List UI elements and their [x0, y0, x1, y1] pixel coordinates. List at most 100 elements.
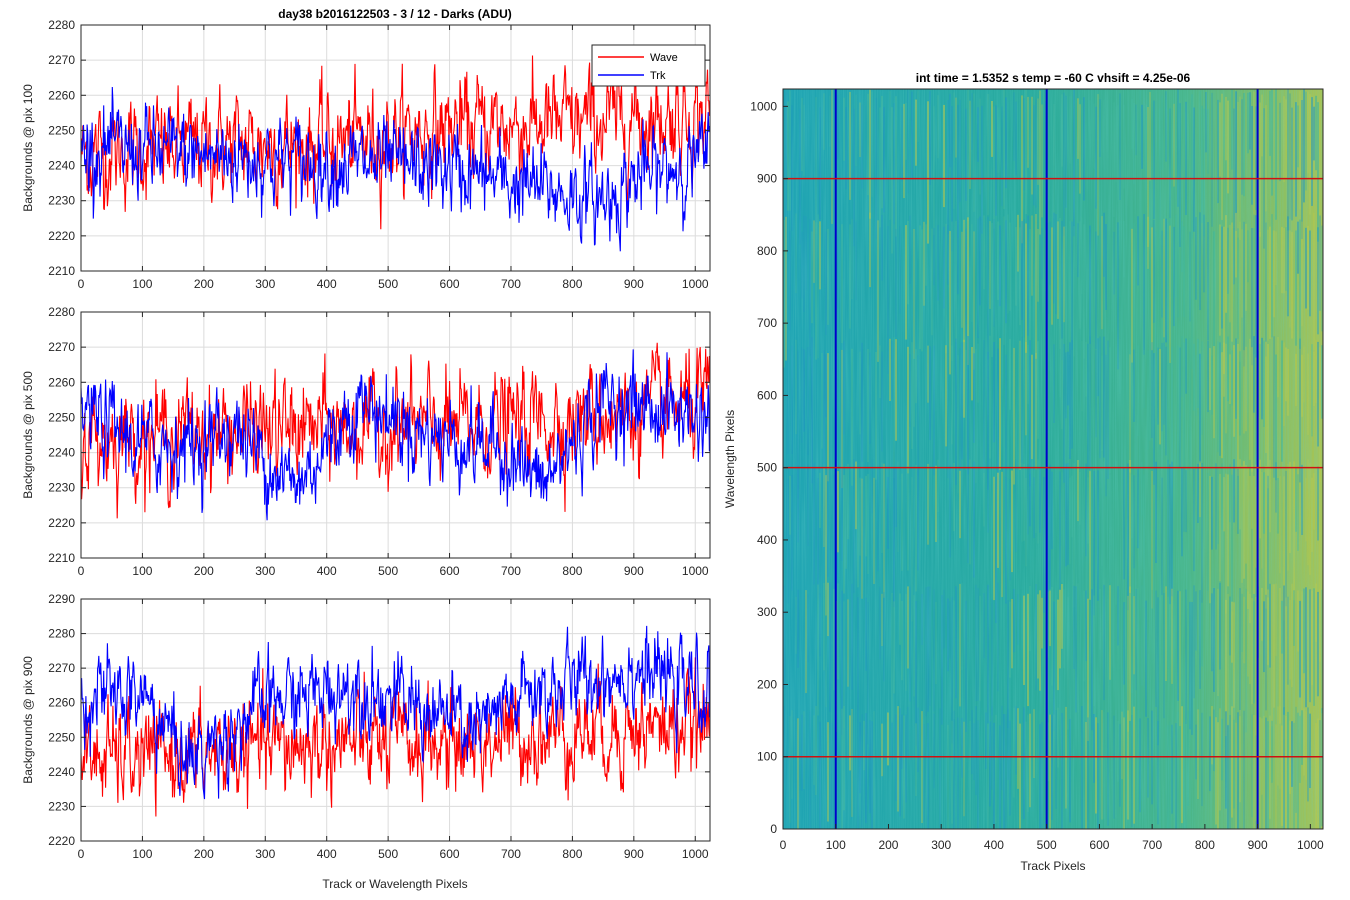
y-tick-label: 2270 [48, 340, 75, 354]
y-tick-label: 0 [770, 822, 777, 836]
plot-pix-900: Backgrounds @ pix 900 Track or Wavelengt… [21, 592, 711, 891]
x-tick-label: 900 [624, 847, 644, 861]
series-line-wave [81, 55, 710, 230]
x-tick-label: 500 [378, 564, 398, 578]
y-tick-label: 600 [757, 388, 777, 402]
x-tick-label: 700 [501, 847, 521, 861]
series-lines [81, 342, 710, 521]
y-tick-label: 400 [757, 533, 777, 547]
heatmap-title: int time = 1.5352 s temp = -60 C vhsift … [916, 71, 1191, 85]
xlabel-left: Track or Wavelength Pixels [322, 877, 467, 891]
y-tick-label: 2270 [48, 53, 75, 67]
x-tick-label: 500 [1037, 838, 1057, 852]
x-tick-label: 100 [132, 847, 152, 861]
x-tick-label: 0 [780, 838, 787, 852]
x-tick-label: 800 [562, 277, 582, 291]
y-tick-label: 300 [757, 605, 777, 619]
y-tick-label: 900 [757, 172, 777, 186]
x-tick-label: 1000 [1297, 838, 1324, 852]
legend-label-wave: Wave [650, 52, 678, 64]
figure-title: day38 b2016122503 - 3 / 12 - Darks (ADU) [278, 7, 511, 21]
axes-box [80, 311, 711, 559]
heatmap-ylabel: Wavelength Pixels [723, 410, 737, 508]
y-tick-label: 2240 [48, 159, 75, 173]
x-tick-label: 0 [78, 564, 85, 578]
x-tick-label: 300 [255, 277, 275, 291]
x-tick-label: 500 [378, 847, 398, 861]
x-tick-label: 1000 [682, 847, 709, 861]
x-tick-label: 200 [878, 838, 898, 852]
y-tick-label: 2260 [48, 88, 75, 102]
x-tick-label: 800 [1195, 838, 1215, 852]
y-tick-label: 100 [757, 750, 777, 764]
x-tick-label: 800 [562, 564, 582, 578]
series-lines [81, 625, 710, 817]
x-tick-label: 100 [132, 564, 152, 578]
y-tick-label: 2240 [48, 446, 75, 460]
series-line-trk [81, 349, 710, 521]
ylabel-pix-900: Backgrounds @ pix 900 [21, 656, 35, 784]
heatmap-xlabel: Track Pixels [1021, 859, 1086, 873]
x-tick-label: 200 [194, 847, 214, 861]
y-tick-label: 2210 [48, 551, 75, 565]
y-tick-label: 2250 [48, 123, 75, 137]
y-tick-label: 2250 [48, 730, 75, 744]
x-tick-label: 500 [378, 277, 398, 291]
legend-box [591, 44, 706, 87]
axes-box [80, 598, 711, 842]
x-tick-label: 700 [501, 564, 521, 578]
x-tick-label: 1000 [682, 564, 709, 578]
y-tick-label: 2280 [48, 305, 75, 319]
x-tick-label: 600 [440, 847, 460, 861]
x-tick-label: 700 [501, 277, 521, 291]
plot-pix-500: Backgrounds @ pix 500 0 100 200 300 400 500 60… [21, 305, 711, 578]
x-tick-label: 1000 [682, 277, 709, 291]
y-tick-label: 2250 [48, 410, 75, 424]
y-tick-label: 2260 [48, 375, 75, 389]
axes-box [80, 24, 711, 272]
x-tick-label: 700 [1142, 838, 1162, 852]
x-tick-label: 100 [826, 838, 846, 852]
y-tick-label: 2270 [48, 661, 75, 675]
y-tick-label: 2280 [48, 18, 75, 32]
x-tick-label: 600 [440, 564, 460, 578]
x-tick-label: 200 [194, 277, 214, 291]
y-tick-label: 2220 [48, 834, 75, 848]
legend-label-trk: Trk [650, 70, 666, 82]
x-tick-label: 400 [317, 564, 337, 578]
y-tick-label: 2240 [48, 765, 75, 779]
x-tick-label: 900 [624, 277, 644, 291]
y-tick-label: 2280 [48, 627, 75, 641]
x-tick-label: 900 [624, 564, 644, 578]
y-tick-label: 2220 [48, 516, 75, 530]
x-tick-label: 0 [78, 277, 85, 291]
x-tick-label: 300 [931, 838, 951, 852]
series-lines [81, 55, 710, 252]
x-tick-label: 0 [78, 847, 85, 861]
x-tick-label: 400 [984, 838, 1004, 852]
y-tick-label: 200 [757, 677, 777, 691]
y-tick-label: 800 [757, 244, 777, 258]
x-tick-label: 400 [317, 277, 337, 291]
x-tick-label: 900 [1248, 838, 1268, 852]
x-tick-label: 100 [132, 277, 152, 291]
y-tick-label: 2220 [48, 229, 75, 243]
y-tick-label: 1000 [750, 99, 777, 113]
x-tick-label: 300 [255, 847, 275, 861]
y-tick-label: 2230 [48, 194, 75, 208]
ylabel-pix-500: Backgrounds @ pix 500 [21, 371, 35, 499]
x-tick-label: 800 [562, 847, 582, 861]
x-tick-label: 400 [317, 847, 337, 861]
plot-pix-100: day38 b2016122503 - 3 / 12 - Darks (ADU)… [21, 7, 711, 291]
series-line-trk [81, 86, 710, 252]
x-tick-label: 300 [255, 564, 275, 578]
y-tick-label: 2290 [48, 592, 75, 606]
x-tick-label: 600 [440, 277, 460, 291]
y-tick-label: 2210 [48, 264, 75, 278]
heatmap-noise [783, 89, 1323, 829]
series-line-trk [81, 625, 710, 800]
y-tick-label: 500 [757, 461, 777, 475]
heatmap-image [783, 89, 1323, 829]
x-tick-label: 200 [194, 564, 214, 578]
